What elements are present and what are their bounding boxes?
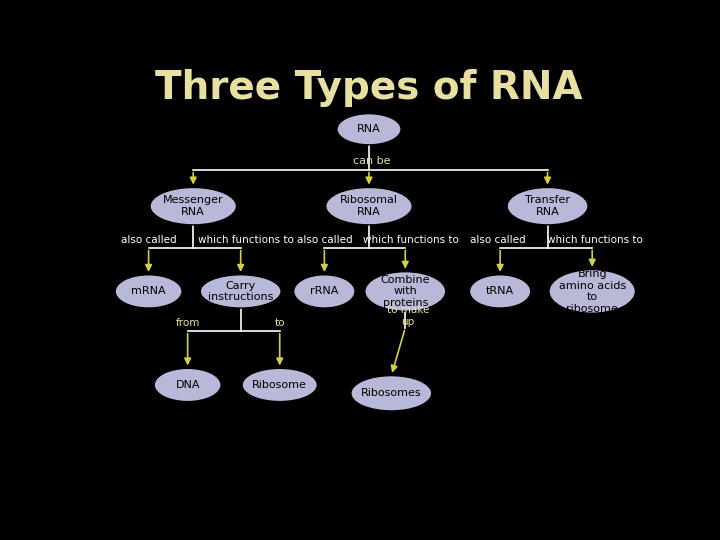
Text: which functions to: which functions to bbox=[198, 235, 294, 245]
Ellipse shape bbox=[200, 275, 281, 308]
Ellipse shape bbox=[150, 187, 236, 225]
Ellipse shape bbox=[294, 275, 355, 308]
Text: Bring
amino acids
to
ribosome: Bring amino acids to ribosome bbox=[559, 269, 626, 314]
Text: Carry
instructions: Carry instructions bbox=[208, 281, 274, 302]
Ellipse shape bbox=[549, 269, 636, 313]
Text: which functions to: which functions to bbox=[363, 235, 459, 245]
Text: tRNA: tRNA bbox=[486, 286, 514, 296]
Ellipse shape bbox=[337, 113, 401, 145]
Ellipse shape bbox=[242, 368, 318, 402]
Text: Ribosomal
RNA: Ribosomal RNA bbox=[340, 195, 398, 217]
Text: RNA: RNA bbox=[357, 124, 381, 134]
Text: DNA: DNA bbox=[176, 380, 200, 390]
Text: mRNA: mRNA bbox=[131, 286, 166, 296]
Ellipse shape bbox=[154, 368, 221, 402]
Text: Three Types of RNA: Three Types of RNA bbox=[156, 69, 582, 107]
Ellipse shape bbox=[365, 272, 446, 311]
Text: which functions to: which functions to bbox=[547, 235, 643, 245]
Text: Combine
with
proteins: Combine with proteins bbox=[380, 275, 430, 308]
Text: also called: also called bbox=[469, 235, 525, 245]
Ellipse shape bbox=[507, 187, 588, 225]
Ellipse shape bbox=[115, 275, 182, 308]
Ellipse shape bbox=[469, 275, 531, 308]
Text: Messenger
RNA: Messenger RNA bbox=[163, 195, 223, 217]
Text: to make
up: to make up bbox=[387, 305, 429, 327]
Text: also called: also called bbox=[121, 235, 176, 245]
Ellipse shape bbox=[351, 376, 432, 411]
Text: also called: also called bbox=[297, 235, 352, 245]
Text: Ribosome: Ribosome bbox=[252, 380, 307, 390]
Text: Transfer
RNA: Transfer RNA bbox=[525, 195, 570, 217]
Ellipse shape bbox=[325, 187, 413, 225]
Text: to: to bbox=[274, 319, 285, 328]
Text: can be: can be bbox=[353, 157, 390, 166]
Text: rRNA: rRNA bbox=[310, 286, 338, 296]
Text: Ribosomes: Ribosomes bbox=[361, 388, 422, 399]
Text: from: from bbox=[176, 319, 200, 328]
